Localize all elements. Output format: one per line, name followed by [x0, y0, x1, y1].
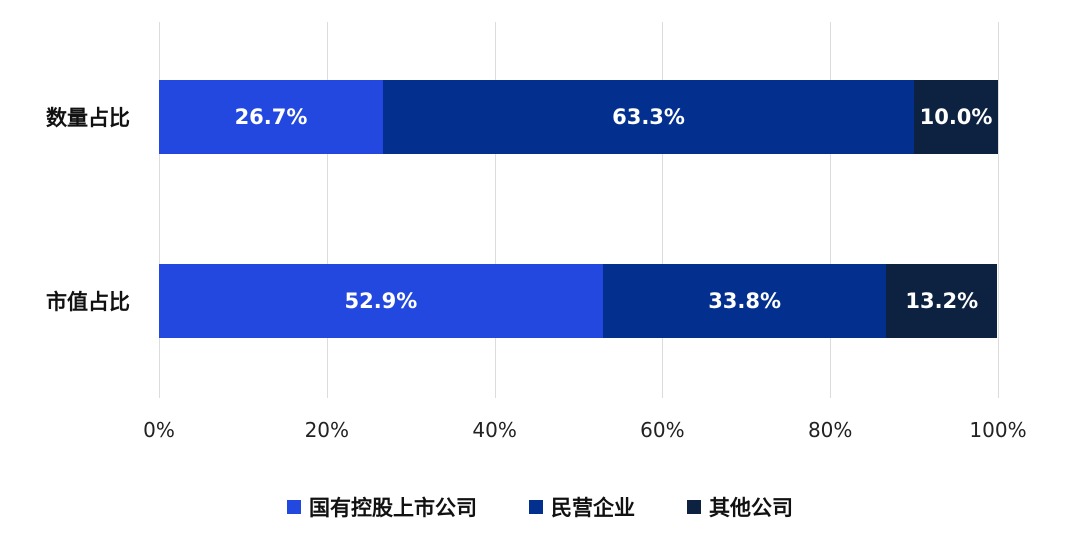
data-label: 10.0% [919, 105, 993, 129]
legend-label: 其他公司 [709, 496, 793, 520]
x-tick-label: 40% [472, 418, 517, 442]
gridline [998, 22, 999, 398]
stacked-bar: 26.7% 63.3% 10.0% [159, 80, 998, 154]
category-label: 市值占比 [46, 290, 130, 314]
bar-segment: 10.0% [914, 80, 998, 154]
gridline [830, 22, 832, 398]
bar-segment: 33.8% [602, 264, 887, 338]
bar-segment: 63.3% [383, 80, 915, 154]
gridline [662, 22, 664, 398]
bar-segment: 26.7% [159, 80, 383, 154]
gridline [159, 22, 160, 398]
gridline [326, 22, 328, 398]
x-tick-label: 80% [807, 418, 853, 442]
legend-label: 民营企业 [551, 496, 635, 520]
bar-segment: 13.2% [886, 264, 998, 338]
x-tick-label: 100% [969, 418, 1027, 442]
data-label: 13.2% [905, 289, 979, 313]
plot-area: 26.7% 63.3% 10.0% 52.9% 33.8% 13.2% [159, 22, 999, 398]
legend-swatch-icon [687, 500, 701, 514]
legend: 国有控股上市公司 民营企业 其他公司 [0, 492, 1080, 522]
gridline [494, 22, 496, 398]
stacked-bar: 52.9% 33.8% 13.2% [159, 264, 998, 338]
legend-item: 其他公司 [687, 492, 793, 522]
data-label: 63.3% [612, 105, 685, 129]
data-label: 52.9% [344, 289, 418, 313]
data-label: 33.8% [708, 289, 782, 313]
legend-item: 国有控股上市公司 [287, 492, 477, 522]
legend-item: 民营企业 [529, 492, 635, 522]
x-tick-label: 20% [304, 418, 350, 442]
x-tick-label: 0% [143, 418, 175, 442]
data-label: 26.7% [234, 105, 308, 129]
legend-label: 国有控股上市公司 [309, 496, 477, 520]
legend-swatch-icon [529, 500, 543, 514]
category-label: 数量占比 [46, 106, 130, 130]
legend-swatch-icon [287, 500, 301, 514]
x-tick-label: 60% [640, 418, 685, 442]
bar-segment: 52.9% [159, 264, 603, 338]
